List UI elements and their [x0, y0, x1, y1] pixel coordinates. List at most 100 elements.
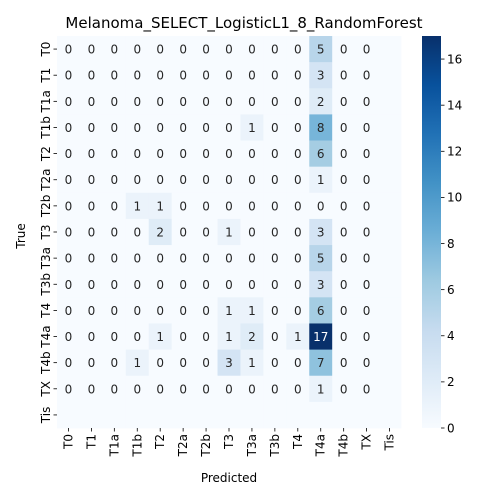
cell-value-label: 0: [202, 95, 210, 109]
heatmap-cell: [378, 88, 402, 115]
cell-value-label: 0: [65, 199, 73, 213]
heatmap-cell: [171, 323, 195, 350]
cell-value-label: 0: [294, 199, 302, 213]
heatmap-cell: [263, 36, 287, 63]
cell-value-label: 6: [317, 147, 325, 161]
heatmap-cell: [309, 166, 333, 194]
cell-value-label: 0: [133, 147, 141, 161]
cell-value-label: 0: [179, 121, 187, 135]
cell-value-label: 0: [179, 69, 187, 83]
y-tick-label: T3b: [39, 273, 53, 297]
heatmap-cell: [240, 62, 264, 89]
y-tick-label: Tis: [39, 407, 53, 425]
heatmap-cell: [79, 140, 104, 168]
cell-value-label: 0: [340, 252, 348, 266]
heatmap-cell: [148, 166, 173, 194]
cell-value-label: 0: [340, 95, 348, 109]
cell-value-label: 0: [340, 304, 348, 318]
heatmap-cell: [217, 297, 241, 324]
cell-value-label: 0: [271, 199, 279, 213]
heatmap-cell: [125, 401, 150, 429]
x-tick-label: TX: [360, 434, 374, 451]
cell-value-label: 0: [179, 199, 187, 213]
cell-value-label: 0: [248, 278, 256, 292]
heatmap-cell: [286, 166, 310, 194]
heatmap-cell: [355, 349, 379, 377]
cell-value-label: 0: [179, 304, 187, 318]
heatmap-cell: [286, 62, 310, 89]
cell-value-label: 0: [156, 121, 164, 135]
x-tick-label: T4a: [314, 434, 328, 457]
cell-value-label: 0: [65, 69, 73, 83]
cell-value-label: 5: [317, 252, 325, 266]
heatmap-cell: [171, 192, 195, 220]
heatmap-cell: [378, 218, 402, 246]
heatmap-cell: [240, 192, 264, 220]
x-tick-label: T4b: [337, 434, 351, 458]
heatmap-cell: [263, 88, 287, 115]
colorbar-tick-label: 10: [447, 191, 462, 205]
cell-value-label: 0: [202, 173, 210, 187]
y-tick-label: TX: [39, 381, 53, 398]
cell-value-label: 0: [317, 199, 325, 213]
heatmap-cell: [194, 349, 218, 377]
x-tick-label: T1: [84, 434, 98, 450]
heatmap-cell: [57, 401, 81, 429]
cell-value-label: 0: [65, 95, 73, 109]
cell-value-label: 0: [65, 356, 73, 370]
cell-value-label: 0: [248, 69, 256, 83]
heatmap-cell: [309, 297, 333, 324]
x-tick-label: T1a: [107, 434, 121, 457]
heatmap-cell: [102, 218, 127, 246]
heatmap-cell: [171, 297, 195, 324]
heatmap-cell: [286, 36, 310, 63]
y-tick-label: T1b: [39, 116, 53, 140]
cell-value-label: 0: [225, 173, 233, 187]
cell-value-label: 0: [202, 199, 210, 213]
cell-value-label: 0: [271, 95, 279, 109]
cell-value-label: 0: [363, 95, 371, 109]
heatmap-cell: [309, 114, 333, 141]
cell-value-label: 0: [225, 252, 233, 266]
cell-value-label: 0: [65, 330, 73, 344]
heatmap-cell: [240, 166, 264, 194]
heatmap-cell: [148, 375, 173, 403]
cell-value-label: 0: [65, 252, 73, 266]
cell-value-label: 3: [317, 69, 325, 83]
heatmap-cell: [171, 218, 195, 246]
cell-value-label: 0: [88, 95, 96, 109]
cell-value-label: 0: [111, 304, 119, 318]
heatmap-cell: [240, 297, 264, 324]
cell-value-label: 0: [179, 330, 187, 344]
heatmap-cell: [378, 323, 402, 350]
x-tick-labels: T0 T1 T1a T1b T2 T2a T2b T3 T3a T3b T4 T4a T4b TX Tis: [61, 428, 397, 458]
heatmap-cell: [286, 349, 310, 377]
cell-value-label: 0: [202, 304, 210, 318]
heatmap-cell: [57, 218, 81, 246]
cell-value-label: 0: [156, 147, 164, 161]
heatmap-cell: [355, 36, 379, 63]
heatmap-cell: [286, 218, 310, 246]
heatmap-cell: [194, 88, 218, 115]
heatmap-cell: [148, 62, 173, 89]
cell-value-label: 0: [271, 330, 279, 344]
cell-value-label: 0: [202, 382, 210, 396]
heatmap-cell: [217, 401, 241, 429]
heatmap-cell: [263, 62, 287, 89]
cell-value-label: 0: [225, 43, 233, 57]
cell-value-label: 0: [363, 173, 371, 187]
heatmap-cell: [378, 375, 402, 403]
cell-value-label: 0: [156, 304, 164, 318]
y-tick-label: T1: [39, 68, 53, 84]
y-tick-label: T0: [39, 42, 53, 58]
heatmap-cell: [125, 271, 150, 298]
heatmap-cell: [332, 271, 356, 298]
heatmap-cell: [286, 192, 310, 220]
cell-value-label: 0: [248, 43, 256, 57]
heatmap-cell: [148, 349, 173, 377]
colorbar-tick-label: 14: [447, 98, 462, 112]
cell-value-label: 0: [179, 278, 187, 292]
cell-value-label: 0: [111, 356, 119, 370]
cell-value-label: 0: [294, 121, 302, 135]
heatmap-cell: [57, 297, 81, 324]
